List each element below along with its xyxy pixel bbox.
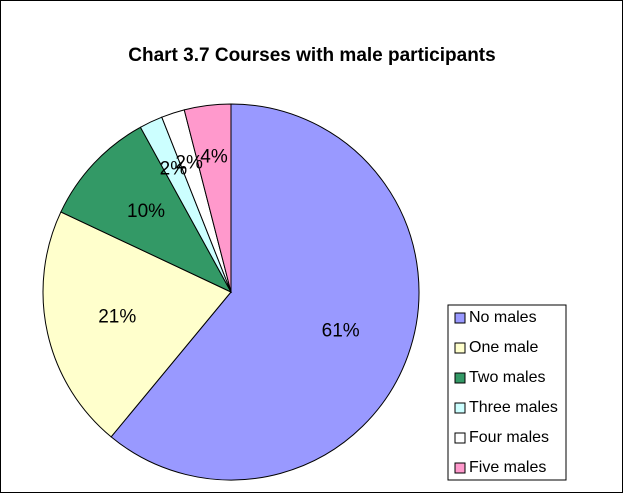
pie	[42, 103, 420, 481]
legend-label: Four males	[469, 429, 549, 446]
legend-label: Two males	[469, 369, 545, 386]
legend-swatch	[454, 312, 466, 324]
legend-label: Three males	[469, 399, 558, 416]
data-label: 2%	[160, 159, 188, 180]
pie-slice	[60, 126, 233, 294]
data-label: 2%	[175, 152, 203, 173]
data-labels: 61%21%10%2%2%4%	[98, 147, 360, 342]
pie-slice	[183, 103, 232, 293]
legend-label: Five males	[469, 459, 546, 476]
data-label: 21%	[98, 306, 136, 327]
pie-slice	[42, 211, 232, 438]
legend-swatch	[454, 432, 466, 444]
data-label: 61%	[322, 320, 360, 341]
legend-label: One male	[469, 339, 538, 356]
legend: No males One male Two males Three males Four…	[447, 304, 567, 481]
pie-slice	[110, 103, 420, 481]
chart-title: Chart 3.7 Courses with male participants	[128, 45, 496, 66]
legend-box	[447, 304, 567, 481]
legend-label: No males	[469, 309, 537, 326]
legend-swatch	[454, 402, 466, 414]
legend-swatch	[454, 372, 466, 384]
data-label: 4%	[200, 147, 228, 168]
legend-swatch	[454, 462, 466, 474]
legend-swatch	[454, 342, 466, 354]
data-label: 10%	[127, 201, 165, 222]
